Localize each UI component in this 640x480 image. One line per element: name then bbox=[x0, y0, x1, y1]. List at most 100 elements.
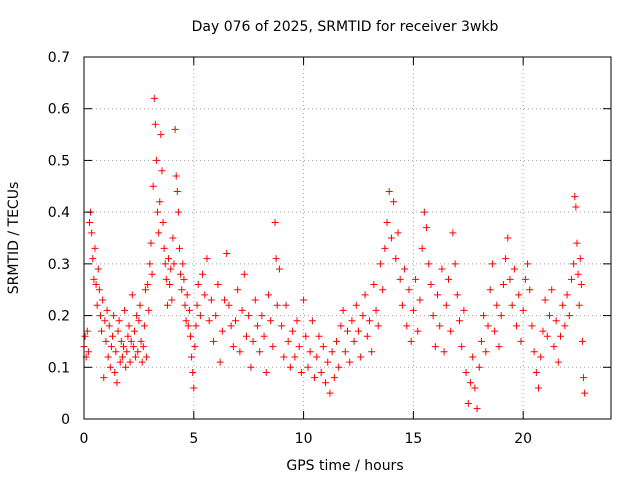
data-point bbox=[155, 229, 163, 237]
data-point bbox=[379, 286, 387, 294]
data-point bbox=[565, 312, 573, 320]
data-point bbox=[438, 265, 446, 273]
data-point bbox=[506, 275, 514, 283]
data-point bbox=[135, 317, 143, 325]
data-point bbox=[284, 337, 292, 345]
data-point bbox=[365, 317, 373, 325]
data-point bbox=[493, 301, 501, 309]
data-point bbox=[363, 332, 371, 340]
data-point bbox=[216, 358, 224, 366]
data-point bbox=[90, 275, 98, 283]
data-point bbox=[172, 172, 180, 180]
data-point bbox=[295, 343, 303, 351]
data-point bbox=[143, 353, 151, 361]
data-point bbox=[546, 312, 554, 320]
data-point bbox=[190, 384, 198, 392]
data-point bbox=[126, 358, 134, 366]
data-point bbox=[471, 384, 479, 392]
data-point bbox=[282, 301, 290, 309]
data-point bbox=[554, 358, 562, 366]
data-point bbox=[218, 327, 226, 335]
data-point bbox=[151, 120, 159, 128]
data-point bbox=[539, 327, 547, 335]
data-point bbox=[497, 312, 505, 320]
data-point bbox=[159, 218, 167, 226]
data-point bbox=[550, 343, 558, 351]
data-point bbox=[262, 368, 270, 376]
data-point bbox=[120, 343, 128, 351]
data-point bbox=[392, 255, 400, 263]
x-tick-label: 20 bbox=[514, 431, 532, 447]
data-point bbox=[368, 348, 376, 356]
data-point bbox=[581, 389, 589, 397]
data-point bbox=[273, 301, 281, 309]
data-point bbox=[269, 343, 277, 351]
data-point bbox=[117, 337, 125, 345]
data-point bbox=[297, 368, 305, 376]
data-point bbox=[186, 332, 194, 340]
data-point bbox=[134, 348, 142, 356]
data-point bbox=[94, 265, 102, 273]
data-point bbox=[147, 239, 155, 247]
data-point bbox=[289, 327, 297, 335]
data-point bbox=[154, 208, 162, 216]
data-point bbox=[210, 337, 218, 345]
data-point bbox=[234, 286, 242, 294]
data-point bbox=[319, 343, 327, 351]
data-point bbox=[92, 281, 100, 289]
data-point bbox=[577, 281, 585, 289]
data-point bbox=[272, 255, 280, 263]
data-point bbox=[129, 343, 137, 351]
data-point bbox=[548, 286, 556, 294]
data-point bbox=[280, 353, 288, 361]
data-point bbox=[125, 322, 133, 330]
data-point bbox=[409, 306, 417, 314]
data-point bbox=[344, 327, 351, 335]
data-point bbox=[442, 301, 450, 309]
data-point bbox=[324, 358, 332, 366]
data-point bbox=[462, 368, 470, 376]
data-point bbox=[352, 301, 360, 309]
data-point bbox=[543, 332, 551, 340]
data-point bbox=[482, 348, 490, 356]
data-point bbox=[163, 301, 171, 309]
data-point bbox=[111, 368, 119, 376]
data-point bbox=[561, 322, 569, 330]
data-point bbox=[212, 312, 220, 320]
data-point bbox=[499, 281, 507, 289]
data-point bbox=[229, 343, 237, 351]
data-point bbox=[477, 337, 485, 345]
data-point bbox=[326, 389, 334, 397]
data-point bbox=[182, 317, 190, 325]
data-point bbox=[156, 198, 164, 206]
data-point bbox=[537, 353, 545, 361]
data-point bbox=[258, 312, 266, 320]
data-point bbox=[436, 322, 444, 330]
data-point bbox=[84, 348, 92, 356]
data-point bbox=[322, 379, 330, 387]
data-point bbox=[300, 296, 308, 304]
y-tick-label: 0 bbox=[61, 412, 70, 428]
data-point bbox=[101, 317, 109, 325]
data-point bbox=[575, 301, 583, 309]
data-point bbox=[315, 332, 323, 340]
data-point bbox=[445, 275, 453, 283]
data-point bbox=[103, 306, 111, 314]
data-point bbox=[256, 348, 264, 356]
data-point bbox=[357, 353, 365, 361]
data-point bbox=[447, 327, 455, 335]
data-point bbox=[264, 291, 272, 299]
data-point bbox=[138, 358, 146, 366]
data-point bbox=[563, 291, 571, 299]
data-point bbox=[578, 337, 586, 345]
x-tick-label: 0 bbox=[80, 431, 89, 447]
data-point bbox=[214, 281, 222, 289]
data-point bbox=[146, 260, 154, 268]
data-point bbox=[486, 286, 494, 294]
data-point bbox=[275, 265, 283, 273]
data-point bbox=[104, 353, 112, 361]
data-point bbox=[528, 322, 536, 330]
data-point bbox=[495, 343, 503, 351]
data-point bbox=[96, 312, 104, 320]
data-point bbox=[412, 275, 420, 283]
